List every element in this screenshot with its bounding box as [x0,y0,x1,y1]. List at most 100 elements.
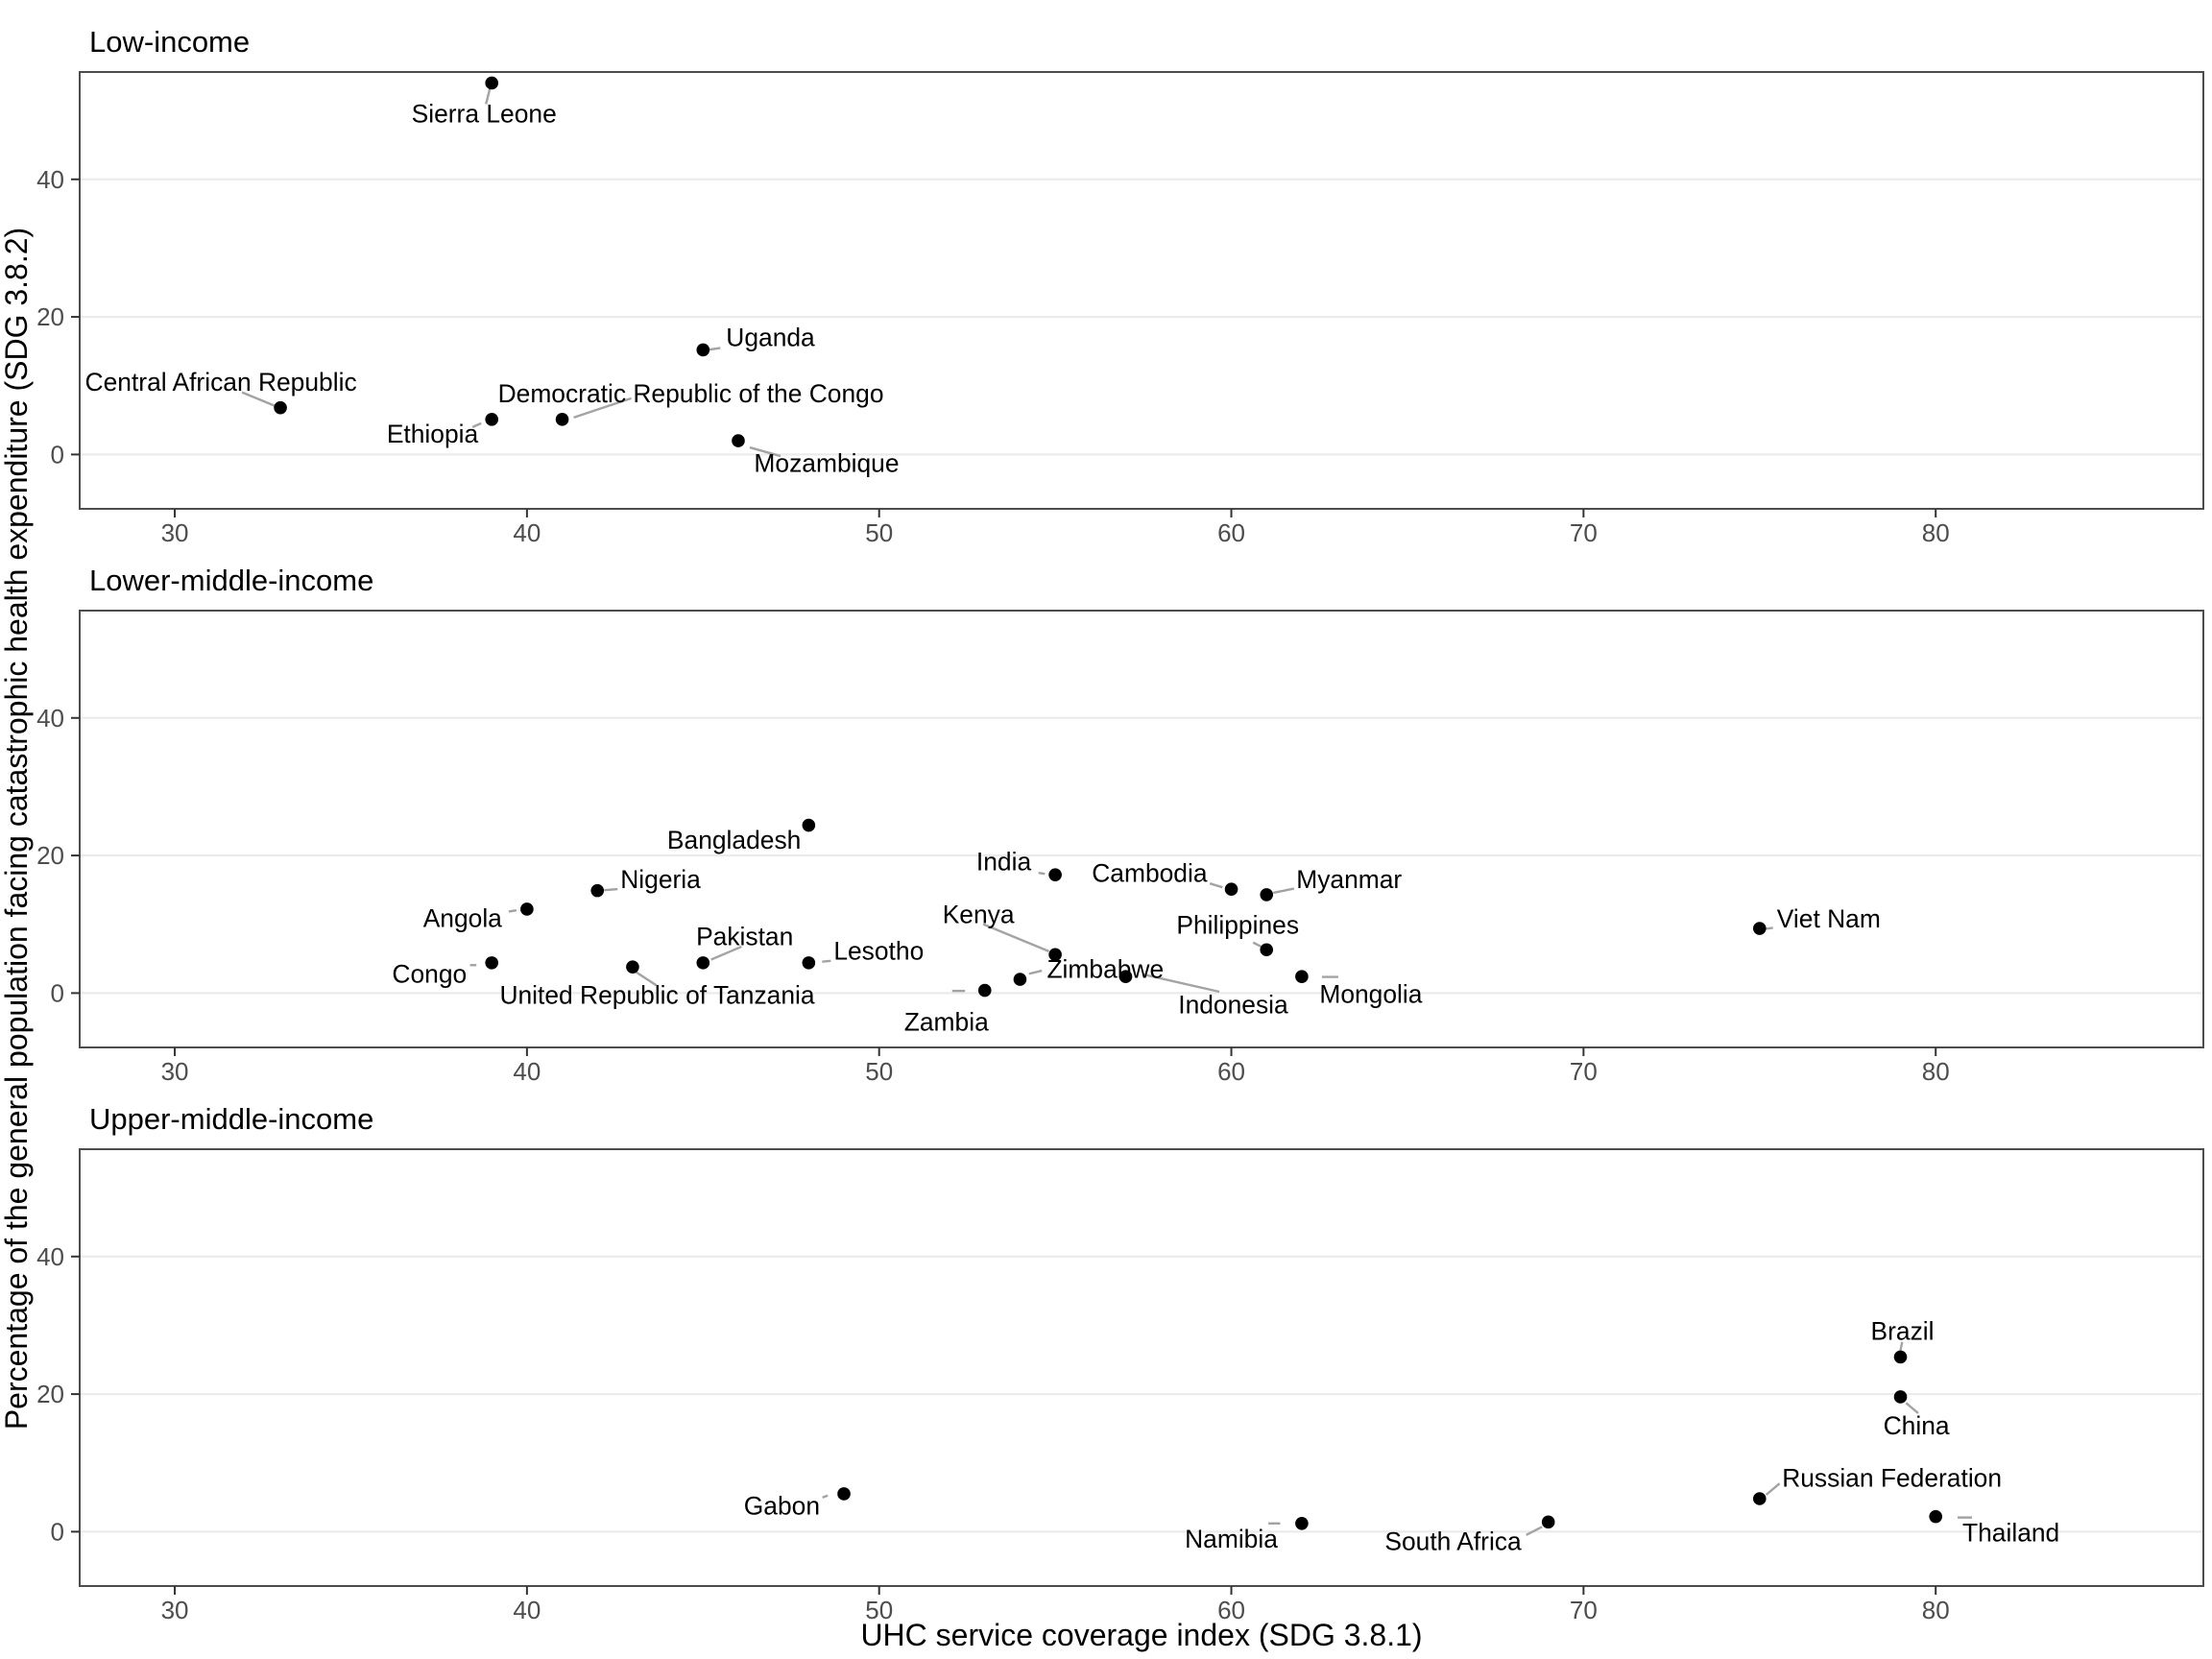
point-indonesia [1118,970,1133,983]
x-tick-label: 70 [1570,1596,1598,1624]
label-united-republic-of-tanzania: United Republic of Tanzania [499,981,814,1010]
point-uganda [696,343,710,357]
label-congo: Congo [392,959,467,988]
label-china: China [1884,1411,1950,1440]
label-india: India [976,847,1032,876]
point-russian-federation [1752,1492,1767,1505]
leader-indonesia [1142,973,1220,994]
label-sierra-leone: Sierra Leone [412,100,557,129]
label-lesotho: Lesotho [833,937,924,966]
y-tick-label: 40 [36,1242,64,1271]
label-angola: Angola [423,903,502,932]
label-russian-federation: Russian Federation [1782,1464,2002,1493]
panel-border [79,71,2204,510]
leader-cambodia [1209,882,1223,889]
leader-myanmar [1272,887,1295,895]
label-south-africa: South Africa [1384,1527,1522,1556]
label-indonesia: Indonesia [1178,990,1288,1019]
point-zambia [977,983,992,998]
x-tick-label: 40 [513,518,541,547]
y-axis-title: Percentage of the general population fac… [0,228,34,1430]
leader-pakistan [710,945,742,961]
leader-mozambique [749,445,781,458]
label-mozambique: Mozambique [754,448,899,477]
point-bangladesh [802,818,816,832]
x-tick-label: 40 [513,1596,541,1624]
point-gabon [837,1487,851,1501]
leader-sierra-leone [485,88,492,105]
label-nigeria: Nigeria [620,865,701,894]
panel-border [79,1148,2204,1587]
leader-nigeria [604,887,618,892]
point-cambodia [1224,882,1238,896]
point-mozambique [732,434,745,447]
point-brazil [1893,1350,1908,1364]
leader-india [1038,871,1046,876]
label-zimbabwe: Zimbabwe [1046,954,1164,983]
x-tick-label: 30 [161,1596,189,1624]
label-pakistan: Pakistan [696,922,793,950]
x-tick-label: 40 [513,1057,541,1086]
point-myanmar [1260,888,1274,902]
point-nigeria [590,883,605,898]
point-india [1048,868,1062,881]
leader-central-african-republic [241,391,276,407]
x-tick-label: 80 [1922,1057,1950,1086]
label-uganda: Uganda [726,324,815,352]
leader-south-africa [1526,1526,1543,1536]
x-tick-label: 60 [1217,518,1245,547]
point-pakistan [696,956,710,970]
leader-uganda [708,347,721,351]
label-philippines: Philippines [1176,910,1299,939]
x-axis-title: UHC service coverage index (SDG 3.8.1) [860,1618,1422,1652]
x-tick-label: 60 [1217,1596,1245,1624]
x-tick-label: 50 [865,1057,893,1086]
point-ethiopia [485,413,498,426]
label-central-african-republic: Central African Republic [85,368,357,397]
panel-title-lower-middle-income: Lower-middle-income [89,564,373,597]
x-tick-label: 50 [865,518,893,547]
leader-china [1905,1402,1919,1414]
x-tick-label: 60 [1217,1057,1245,1086]
point-philippines [1260,943,1274,957]
point-namibia [1295,1516,1309,1530]
x-tick-label: 80 [1922,1596,1950,1624]
label-myanmar: Myanmar [1296,865,1402,894]
leader-angola [508,908,517,913]
y-tick-label: 0 [51,978,64,1007]
point-sierra-leone [485,76,498,90]
leader-viet-nam [1765,926,1773,930]
label-gabon: Gabon [744,1492,820,1521]
leader-russian-federation [1765,1482,1781,1496]
point-lesotho [802,956,816,970]
point-united-republic-of-tanzania [626,960,639,974]
y-tick-label: 40 [36,704,64,733]
point-thailand [1929,1509,1943,1524]
label-brazil: Brazil [1871,1317,1935,1346]
label-ethiopia: Ethiopia [387,420,479,448]
point-zimbabwe [1013,973,1027,986]
label-viet-nam: Viet Nam [1777,904,1881,933]
x-tick-label: 30 [161,1057,189,1086]
point-central-african-republic [274,400,287,415]
y-tick-label: 20 [36,841,64,870]
panel-title-low-income: Low-income [89,25,250,59]
label-bangladesh: Bangladesh [667,826,801,854]
panels-group: Low-income 30 40 50 60 70 80 0 20 40 Sierra Leone U… [36,25,2204,1624]
x-tick-label: 80 [1922,518,1950,547]
point-south-africa [1541,1515,1555,1529]
leader-united-republic-of-tanzania [632,969,658,987]
leader-zimbabwe [1028,969,1043,975]
leader-lesotho [822,959,831,963]
x-tick-label: 50 [865,1596,893,1624]
leader-kenya [982,923,1049,952]
y-tick-label: 40 [36,165,64,194]
leader-democratic-republic-of-the-congo [573,397,632,419]
label-namibia: Namibia [1185,1525,1278,1553]
point-china [1893,1390,1908,1404]
x-tick-label: 30 [161,518,189,547]
leader-gabon [822,1494,829,1499]
label-zambia: Zambia [904,1008,989,1037]
